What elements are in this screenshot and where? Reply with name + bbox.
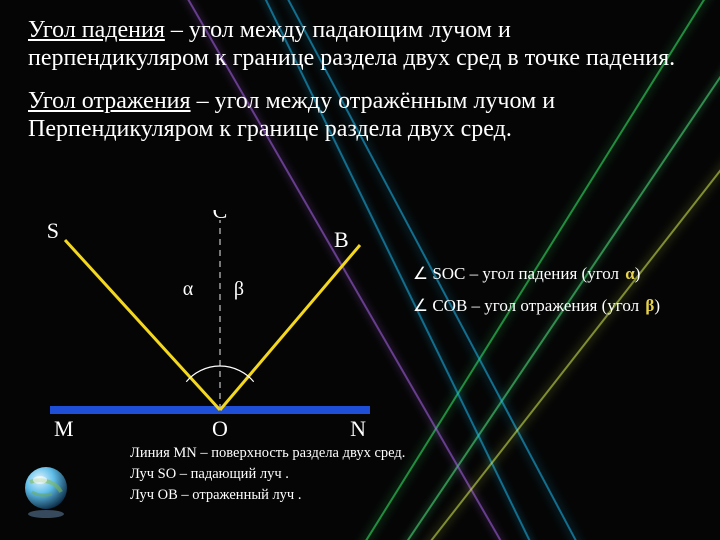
slide-stage: Угол падения – угол между падающим лучом… xyxy=(0,0,720,540)
para-reflection: Угол отражения – угол между отражённым л… xyxy=(28,87,696,144)
angle-symbol: ∠ xyxy=(413,264,428,283)
caption-l3: Луч OB – отраженный луч . xyxy=(130,485,405,506)
annot-cob: ∠ COB – угол отражения (угол β) xyxy=(413,290,660,322)
text-block: Угол падения – угол между падающим лучом… xyxy=(28,16,696,157)
term-reflection: Угол отражения xyxy=(28,88,191,114)
svg-text:S: S xyxy=(47,218,59,243)
annot-close1: ) xyxy=(635,264,641,283)
term-incidence: Угол падения xyxy=(28,17,165,43)
caption-l1: Линия MN – поверхность раздела двух сред… xyxy=(130,443,405,464)
annot-cob-text: COB – угол отражения (угол xyxy=(432,296,643,315)
svg-text:β: β xyxy=(234,278,244,300)
annot-close2: ) xyxy=(654,296,660,315)
angle-symbol2: ∠ xyxy=(413,296,428,315)
caption-l2: Луч SO – падающий луч . xyxy=(130,464,405,485)
annot-alpha: α xyxy=(625,264,635,283)
diagram-svg: S C B M O Nα β xyxy=(20,210,400,440)
annot-beta: β xyxy=(645,296,654,315)
svg-text:B: B xyxy=(334,227,349,252)
annot-soc: ∠ SOC – угол падения (угол α) xyxy=(413,258,660,290)
svg-text:C: C xyxy=(213,210,228,223)
svg-text:O: O xyxy=(212,416,228,440)
svg-text:N: N xyxy=(350,416,366,440)
globe-icon xyxy=(18,462,74,518)
reflection-diagram: S C B M O Nα β xyxy=(20,210,400,440)
diagram-caption: Линия MN – поверхность раздела двух сред… xyxy=(130,443,405,506)
annot-soc-text: SOC – угол падения (угол xyxy=(432,264,623,283)
svg-text:M: M xyxy=(54,416,74,440)
para-incidence: Угол падения – угол между падающим лучом… xyxy=(28,16,696,73)
svg-text:α: α xyxy=(183,278,194,300)
angle-annotations: ∠ SOC – угол падения (угол α) ∠ COB – уг… xyxy=(413,258,660,323)
